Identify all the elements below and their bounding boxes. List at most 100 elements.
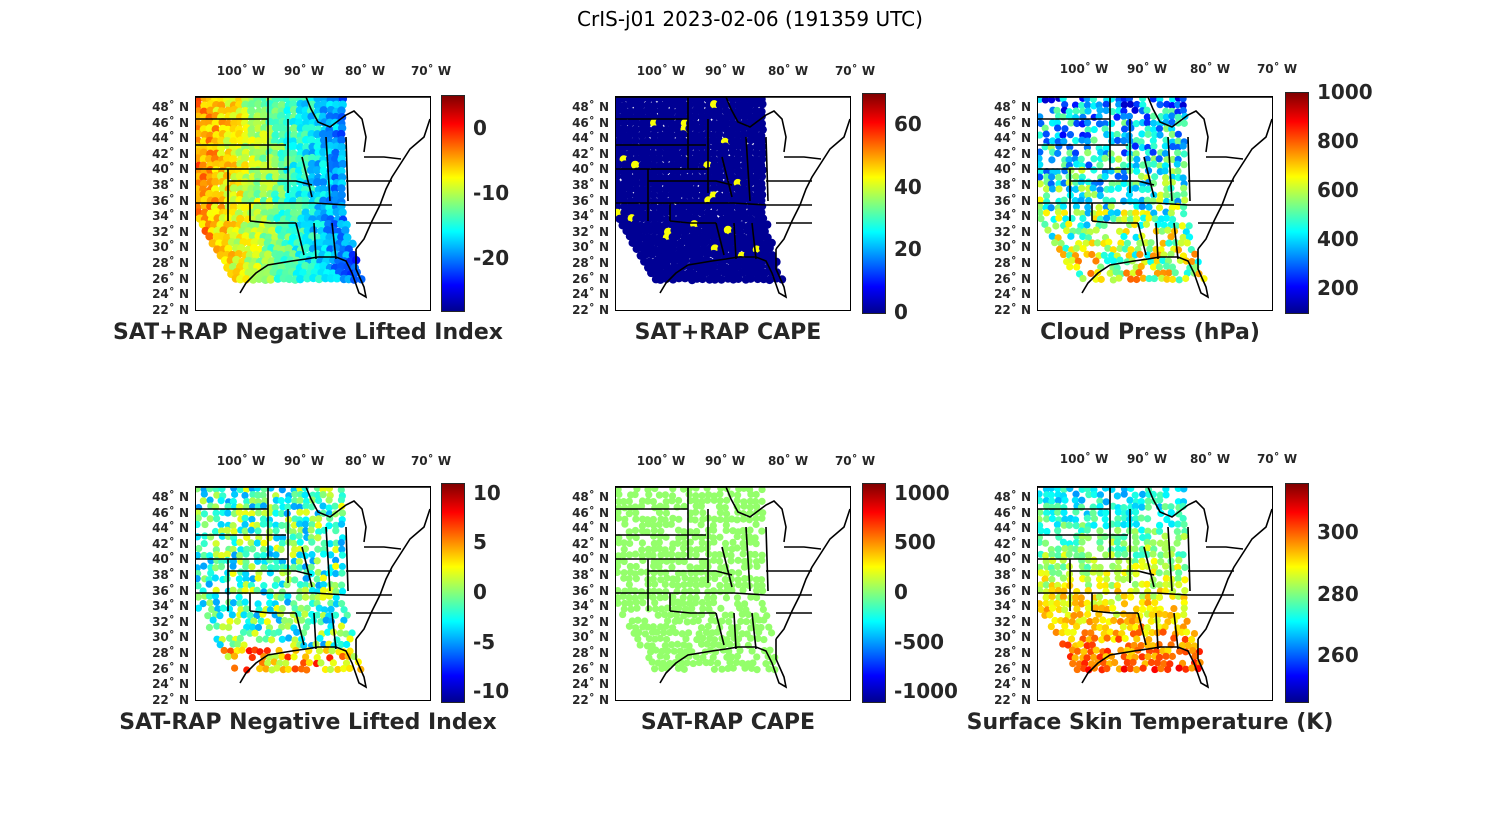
swath-observation-point <box>1092 257 1100 265</box>
lat-tick-label: 22˚ N <box>994 302 1031 317</box>
swath-observation-point <box>278 539 286 547</box>
swath-observation-point <box>1144 653 1152 661</box>
swath-observation-point <box>266 592 274 600</box>
state-border-line <box>1137 222 1147 256</box>
swath-observation-point <box>259 190 268 200</box>
swath-observation-point <box>235 593 243 601</box>
swath-observation-point <box>1114 136 1122 145</box>
swath-observation-point <box>751 534 759 542</box>
swath-observation-point <box>1090 653 1098 661</box>
swath-observation-point <box>1143 113 1151 121</box>
swath-observation-point <box>616 490 623 498</box>
swath-observation-point <box>1158 227 1166 235</box>
swath-observation-point <box>279 503 287 511</box>
swath-observation-point <box>668 556 676 564</box>
swath-observation-point <box>655 154 664 164</box>
lon-tick-label: 90˚ W <box>283 454 325 468</box>
state-border-line <box>669 610 716 614</box>
swath-observation-point <box>302 581 310 589</box>
swath-observation-point <box>1170 634 1178 642</box>
swath-observation-point <box>284 496 292 504</box>
swath-observation-point <box>326 540 334 548</box>
swath-observation-point <box>1127 487 1135 493</box>
swath-observation-point <box>746 274 755 283</box>
swath-observation-point <box>707 658 715 667</box>
lon-tick-label: 70˚ W <box>834 454 876 468</box>
swath-observation-point <box>744 610 752 619</box>
swath-observation-point <box>1038 508 1044 516</box>
swath-observation-point <box>666 628 674 637</box>
swath-observation-point <box>242 575 250 583</box>
swath-observation-point <box>1077 503 1086 511</box>
swath-observation-point <box>291 665 299 673</box>
colorbar-tick-label: 600 <box>1317 177 1359 202</box>
swath-observation-point <box>1054 502 1062 510</box>
swath-observation-point <box>649 202 658 211</box>
swath-observation-point <box>290 177 299 187</box>
swath-observation-point <box>1120 490 1128 498</box>
swath-observation-point <box>673 640 682 648</box>
swath-observation-point <box>1059 563 1068 571</box>
swath-observation-point <box>672 611 681 619</box>
swath-observation-point <box>212 208 221 217</box>
swath-observation-point <box>301 586 309 594</box>
swath-observation-point <box>1079 274 1087 283</box>
swath-observation-point <box>1179 97 1187 103</box>
swath-observation-point <box>1171 269 1179 277</box>
swath-observation-point <box>1144 544 1152 552</box>
colorbar <box>862 93 886 314</box>
swath-observation-point <box>1113 113 1121 121</box>
swath-observation-point <box>1136 250 1144 259</box>
swath-observation-point <box>1059 202 1068 211</box>
swath-observation-point <box>1047 622 1055 631</box>
swath-observation-point <box>1084 604 1093 612</box>
swath-observation-point <box>303 666 311 674</box>
swath-observation-point <box>236 214 245 224</box>
swath-observation-point <box>320 640 328 648</box>
lat-tick-label: 32˚ N <box>994 614 1031 629</box>
swath-observation-point <box>259 551 268 560</box>
swath-observation-point <box>672 231 682 241</box>
swath-observation-point <box>758 556 766 564</box>
swath-observation-point <box>1131 491 1139 499</box>
swath-observation-point <box>1125 132 1133 140</box>
swath-observation-point <box>691 177 701 187</box>
state-border-line <box>1197 118 1272 250</box>
state-border-line <box>1091 220 1138 224</box>
swath-observation-point <box>1133 635 1141 643</box>
swath-observation-point <box>1131 142 1139 150</box>
map-svg <box>616 487 850 689</box>
swath-observation-point <box>649 623 657 631</box>
swath-observation-point <box>1083 563 1092 572</box>
swath-observation-point <box>1114 526 1122 535</box>
swath-observation-point <box>248 653 256 662</box>
swath-observation-point <box>667 153 677 163</box>
swath-observation-point <box>1123 617 1131 626</box>
lon-tick-label: 80˚ W <box>767 64 809 78</box>
swath-observation-point <box>1107 202 1115 210</box>
swath-observation-point <box>277 509 286 518</box>
swath-observation-point <box>1055 569 1063 577</box>
swath-observation-point <box>1182 274 1190 283</box>
swath-observation-point <box>1065 156 1073 164</box>
swath-observation-point <box>1101 515 1109 523</box>
swath-observation-point <box>1060 179 1068 187</box>
swath-observation-point <box>746 135 755 145</box>
swath-observation-point <box>701 237 710 247</box>
swath-observation-point <box>313 575 321 583</box>
swath-observation-point <box>1125 574 1133 583</box>
swath-observation-point <box>1060 209 1069 217</box>
swath-observation-point <box>703 594 712 602</box>
swath-observation-point <box>1133 155 1141 163</box>
swath-observation-point <box>1132 538 1140 546</box>
swath-observation-point <box>216 641 224 649</box>
swath-observation-point <box>314 534 322 542</box>
swath-observation-point <box>205 232 214 241</box>
swath-observation-point <box>236 538 244 546</box>
swath-observation-point <box>1156 496 1164 504</box>
swath-observation-point <box>327 599 335 607</box>
swath-observation-point <box>1059 556 1067 564</box>
swath-observation-point <box>1102 575 1111 583</box>
swath-observation-point <box>1059 131 1067 139</box>
swath-observation-point <box>1060 508 1068 517</box>
